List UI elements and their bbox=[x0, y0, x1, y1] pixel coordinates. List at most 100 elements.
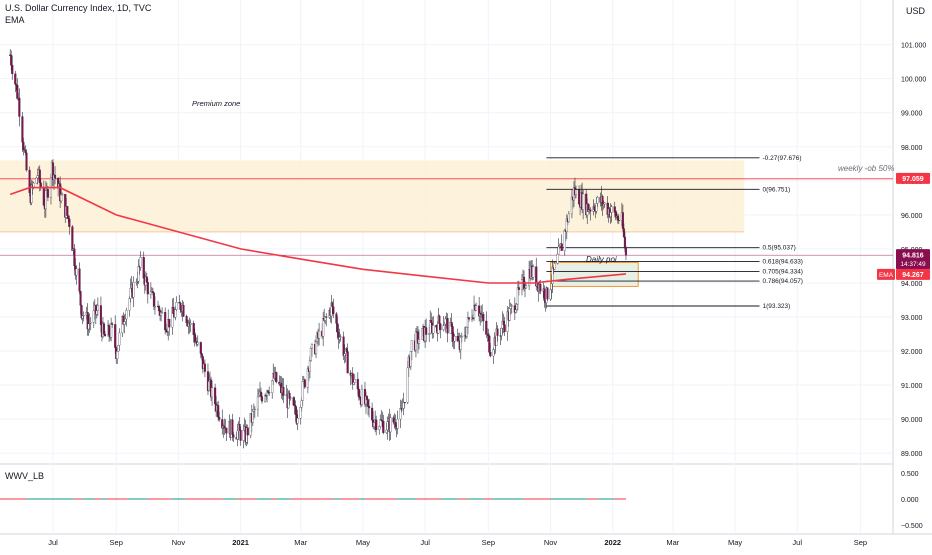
y-tick-label: 91.000 bbox=[901, 383, 923, 390]
candle-body bbox=[75, 268, 78, 276]
candle-body bbox=[68, 218, 71, 227]
candle-body bbox=[503, 324, 506, 332]
candle-body bbox=[14, 73, 17, 85]
candle-body bbox=[456, 335, 459, 342]
candle-body bbox=[367, 406, 371, 409]
y-tick-label: 90.000 bbox=[901, 417, 923, 424]
candle-body bbox=[289, 397, 292, 399]
currency-label: USD bbox=[906, 6, 926, 16]
candle-body bbox=[446, 318, 449, 334]
price-badge-bg bbox=[896, 249, 930, 270]
candle-body bbox=[602, 204, 605, 206]
candle-body bbox=[500, 328, 503, 336]
ema-indicator-label[interactable]: EMA bbox=[5, 15, 25, 25]
y-tick-label: 89.000 bbox=[901, 451, 923, 458]
candle-body bbox=[310, 344, 314, 349]
candle-body bbox=[165, 329, 168, 332]
x-tick-label: Nov bbox=[172, 538, 186, 547]
candle-body bbox=[382, 420, 385, 433]
candle-body bbox=[365, 396, 369, 400]
candle-body bbox=[489, 352, 492, 357]
candle-body bbox=[117, 344, 120, 352]
candle-body bbox=[546, 287, 549, 300]
ema-line[interactable] bbox=[9, 186, 627, 284]
candle-body bbox=[18, 97, 21, 117]
candle-body bbox=[375, 419, 378, 430]
candle-body bbox=[260, 396, 264, 402]
candle-body bbox=[502, 320, 505, 325]
sub-tick-label: 0.500 bbox=[901, 471, 919, 478]
candle-body bbox=[123, 321, 126, 325]
candle-body bbox=[242, 430, 245, 441]
candle-body bbox=[200, 353, 203, 357]
candle-body bbox=[549, 289, 552, 300]
candle-body bbox=[515, 303, 518, 310]
candle-body bbox=[78, 268, 81, 292]
candle-body bbox=[358, 396, 361, 399]
candle-body bbox=[139, 257, 142, 268]
candle-body bbox=[432, 325, 435, 334]
candle-body bbox=[532, 266, 535, 278]
candle-body bbox=[61, 194, 64, 196]
candle-body bbox=[339, 336, 342, 338]
candle-body bbox=[556, 253, 559, 264]
candle-body bbox=[406, 367, 409, 403]
candle-body bbox=[403, 402, 406, 404]
fib-level-label: 0.786(94.057) bbox=[763, 278, 803, 285]
candle-body bbox=[108, 325, 111, 336]
candle-body bbox=[385, 429, 388, 433]
chart-title: U.S. Dollar Currency Index, 1D, TVC bbox=[5, 3, 152, 13]
candle-body bbox=[35, 177, 38, 184]
candle-body bbox=[92, 310, 95, 323]
candle-body bbox=[578, 189, 581, 205]
x-tick-label: May bbox=[356, 538, 370, 547]
candle-body bbox=[28, 169, 31, 193]
candle-body bbox=[392, 417, 395, 423]
candle-body bbox=[417, 339, 421, 344]
candle-body bbox=[128, 298, 131, 311]
daily-poi-zone[interactable] bbox=[550, 262, 639, 287]
candle-body bbox=[444, 318, 447, 325]
candle-body bbox=[125, 309, 128, 320]
candle-body bbox=[179, 302, 182, 310]
candle-body bbox=[46, 189, 49, 198]
x-tick-label: Sep bbox=[482, 538, 495, 547]
candle-body bbox=[451, 326, 454, 342]
wwv-indicator-label[interactable]: WWV_LB bbox=[5, 471, 45, 481]
candle-body bbox=[435, 325, 438, 328]
candle-body bbox=[453, 335, 456, 342]
candle-body bbox=[567, 213, 570, 223]
candle-body bbox=[336, 323, 339, 333]
candle-body bbox=[343, 353, 346, 356]
fib-level-label: 0(96.751) bbox=[763, 186, 791, 193]
candle-body bbox=[428, 333, 431, 335]
weekly-ob-zone[interactable] bbox=[0, 160, 745, 232]
price-badge: 94.816 bbox=[902, 253, 924, 260]
candle-body bbox=[596, 197, 599, 204]
candle-body bbox=[42, 187, 45, 206]
candle-body bbox=[225, 427, 228, 434]
x-tick-label: 2022 bbox=[604, 538, 621, 547]
x-tick-label: Sep bbox=[110, 538, 123, 547]
weekly-ob-label: weekly -ob 50% bbox=[838, 164, 894, 173]
candle-body bbox=[256, 396, 259, 410]
candle-body bbox=[32, 182, 35, 188]
candle-body bbox=[514, 309, 517, 313]
candle-body bbox=[318, 330, 321, 339]
candle-body bbox=[613, 206, 616, 213]
candle-body bbox=[557, 246, 560, 255]
candle-body bbox=[353, 378, 356, 383]
candle-body bbox=[152, 292, 155, 307]
candle-body bbox=[142, 257, 145, 279]
candle-body bbox=[314, 341, 318, 354]
candle-body bbox=[110, 323, 113, 338]
candle-body bbox=[488, 335, 491, 353]
fib-level-label: 1(93.323) bbox=[763, 303, 791, 310]
candle-body bbox=[116, 351, 119, 359]
x-tick-label: Jul bbox=[48, 538, 58, 547]
candle-body bbox=[309, 348, 312, 361]
candle-body bbox=[425, 327, 428, 335]
y-tick-label: 99.000 bbox=[901, 111, 923, 118]
